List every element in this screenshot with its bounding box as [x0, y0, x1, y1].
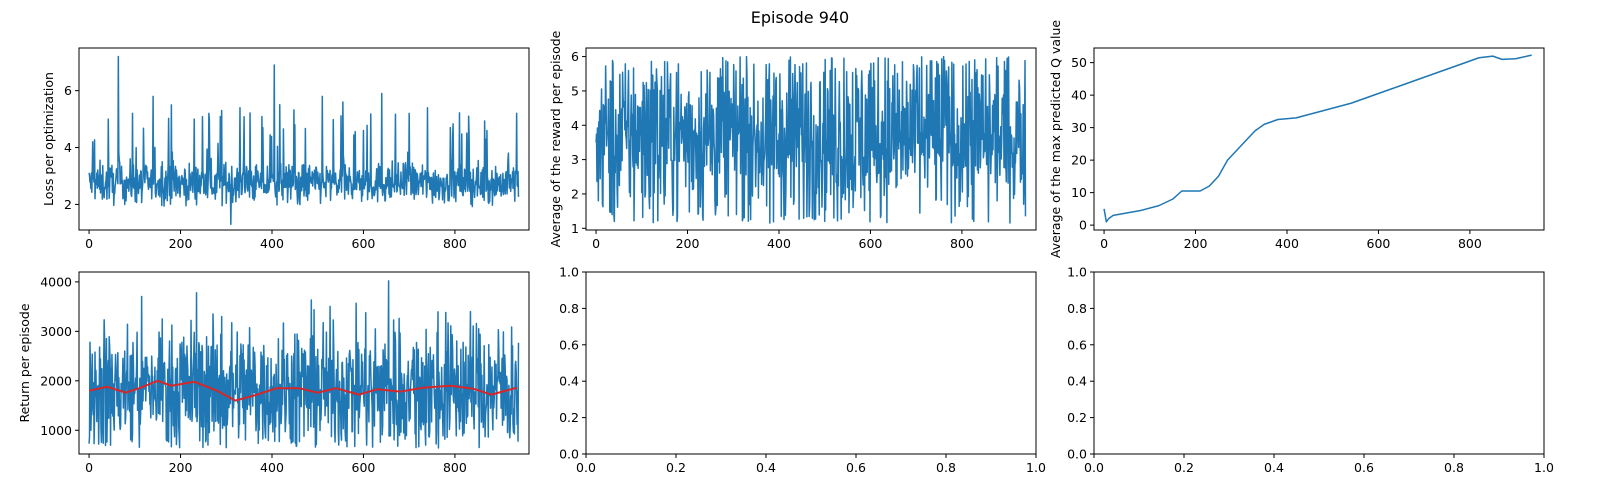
x-tick-label: 400 [1275, 236, 1299, 251]
y-tick-label: 0.0 [1067, 447, 1087, 462]
y-tick-label: 20 [1071, 153, 1087, 168]
series-line-2 [595, 55, 1027, 224]
y-tick-label: 4 [571, 118, 579, 133]
x-tick-label: 800 [443, 236, 467, 251]
axes-frame [1093, 271, 1545, 455]
x-tick-label: 0.8 [1444, 460, 1464, 475]
x-tick-label: 0.2 [666, 460, 686, 475]
y-axis-label: Loss per optimization [41, 72, 56, 206]
y-tick-label: 5 [571, 83, 579, 98]
subplot-6: 0.0 0.2 0.4 0.6 0.8 1.0 0.0 0.2 0.4 0.6 0.8 1.0 [1067, 265, 1554, 476]
x-tick-label: 400 [767, 236, 791, 251]
axes-frame [78, 271, 530, 455]
series-line-3 [1103, 54, 1532, 223]
x-tick-label: 600 [352, 236, 376, 251]
y-tick-label: 0 [1079, 218, 1087, 233]
y-tick-label: 0.4 [1067, 374, 1087, 389]
series-line-4 [88, 280, 520, 449]
y-tick-label: 0.2 [559, 410, 579, 425]
y-tick-label: 50 [1071, 55, 1087, 70]
y-tick-label: 40 [1071, 88, 1087, 103]
axes-frame [585, 47, 1037, 231]
y-tick-label: 0.4 [559, 374, 579, 389]
x-tick-label: 0.6 [1354, 460, 1374, 475]
x-tick-label: 800 [950, 236, 974, 251]
axes-frame [78, 47, 530, 231]
y-tick-label: 30 [1071, 120, 1087, 135]
y-tick-label: 0.0 [559, 447, 579, 462]
moving-average-line-4 [88, 379, 517, 402]
y-tick-label: 4 [64, 140, 72, 155]
x-tick-label: 0 [85, 460, 93, 475]
x-tick-label: 200 [676, 236, 700, 251]
x-tick-label: 1.0 [1026, 460, 1046, 475]
x-tick-label: 600 [859, 236, 883, 251]
y-axis-label: Average of the max predicted Q value [1048, 20, 1063, 259]
x-tick-label: 400 [260, 460, 284, 475]
x-tick-label: 600 [1367, 236, 1391, 251]
x-tick-label: 200 [169, 460, 193, 475]
x-tick-label: 0 [1100, 236, 1108, 251]
subplot-3: 0 200 400 600 800 0 10 20 30 40 50 Average of the m… [1048, 20, 1545, 259]
y-tick-label: 1 [571, 221, 579, 236]
x-tick-label: 800 [443, 460, 467, 475]
subplot-1: 0 200 400 600 800 2 4 6 Loss per optimization [41, 47, 530, 251]
y-tick-label: 2 [64, 197, 72, 212]
y-tick-label: 6 [571, 49, 579, 64]
x-tick-label: 600 [352, 460, 376, 475]
x-tick-label: 200 [1184, 236, 1208, 251]
y-tick-label: 0.2 [1067, 410, 1087, 425]
y-tick-label: 1000 [40, 423, 72, 438]
x-tick-label: 1.0 [1534, 460, 1554, 475]
y-tick-label: 0.8 [559, 301, 579, 316]
y-tick-label: 6 [64, 83, 72, 98]
subplot-5: 0.0 0.2 0.4 0.6 0.8 1.0 0.0 0.2 0.4 0.6 0.8 1.0 [559, 265, 1046, 476]
x-tick-label: 0.8 [936, 460, 956, 475]
x-tick-label: 0.2 [1174, 460, 1194, 475]
subplot-2: 0 200 400 600 800 1 2 3 4 5 6 Average of the reward… [548, 30, 1037, 251]
y-tick-label: 2000 [40, 373, 72, 388]
y-tick-label: 2 [571, 186, 579, 201]
axes-frame [585, 271, 1037, 455]
axes-frame [1093, 47, 1545, 231]
y-axis-label: Average of the reward per episode [548, 30, 563, 247]
x-tick-label: 0.4 [1264, 460, 1284, 475]
y-tick-label: 4000 [40, 274, 72, 289]
subplot-4: 0 200 400 600 800 1000 2000 3000 4000 Return per … [17, 271, 530, 475]
figure-title: Episode 940 [751, 8, 849, 27]
series-line-1 [88, 55, 520, 226]
y-tick-label: 3000 [40, 324, 72, 339]
y-tick-label: 0.6 [559, 337, 579, 352]
x-tick-label: 0.0 [1084, 460, 1104, 475]
x-tick-label: 0 [85, 236, 93, 251]
y-tick-label: 1.0 [559, 265, 579, 280]
y-axis-label: Return per episode [17, 303, 32, 422]
x-tick-label: 200 [169, 236, 193, 251]
x-tick-label: 0 [592, 236, 600, 251]
y-tick-label: 1.0 [1067, 265, 1087, 280]
x-tick-label: 0.0 [576, 460, 596, 475]
x-tick-label: 0.6 [846, 460, 866, 475]
y-tick-label: 0.6 [1067, 337, 1087, 352]
x-tick-label: 800 [1458, 236, 1482, 251]
y-tick-label: 0.8 [1067, 301, 1087, 316]
x-tick-label: 0.4 [756, 460, 776, 475]
y-tick-label: 10 [1071, 185, 1087, 200]
x-tick-label: 400 [260, 236, 284, 251]
y-tick-label: 3 [571, 152, 579, 167]
